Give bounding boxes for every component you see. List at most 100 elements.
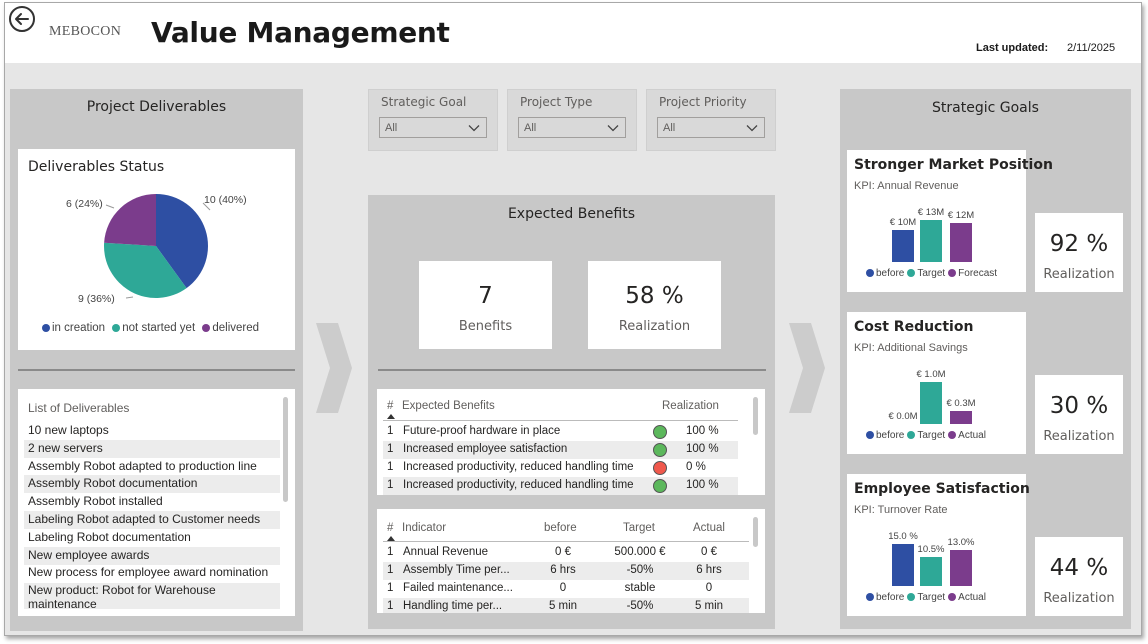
bar-value-label: € 0.3M: [946, 398, 976, 410]
pie-label-not-started: 9 (36%): [78, 293, 115, 305]
pie-slice-in-creation[interactable]: [156, 194, 208, 289]
legend-item[interactable]: Actual: [948, 592, 986, 603]
legend-item[interactable]: before: [866, 592, 904, 603]
legend-item-in-creation[interactable]: in creation: [42, 322, 105, 334]
legend-item[interactable]: Target: [907, 430, 945, 441]
row-number: 1: [387, 564, 394, 576]
table-row[interactable]: 1 Failed maintenance... 0 stable 0: [383, 580, 749, 598]
list-item[interactable]: Assembly Robot documentation: [24, 475, 280, 494]
legend-item[interactable]: Target: [907, 268, 945, 279]
indicator-name: Annual Revenue: [403, 546, 489, 558]
legend-item-delivered[interactable]: delivered: [202, 322, 259, 334]
row-number: 1: [387, 479, 394, 491]
row-number: 1: [387, 546, 394, 558]
goal-title: Employee Satisfaction: [854, 481, 1030, 497]
chevron-down-icon: [468, 125, 480, 132]
bar-actual[interactable]: [950, 549, 972, 586]
legend-item[interactable]: Target: [907, 592, 945, 603]
filter-dropdown[interactable]: All: [379, 117, 487, 138]
benefit-name: Future-proof hardware in place: [403, 425, 561, 437]
status-indicator-icon: [653, 425, 667, 439]
target-value: 500.000 €: [614, 546, 666, 558]
before-value: 0 €: [555, 546, 571, 558]
table-row[interactable]: 1 Increased productivity, reduced handlin…: [383, 477, 738, 495]
col-header-actual[interactable]: Actual: [693, 522, 725, 534]
company-logo: MEBOCON: [49, 24, 122, 39]
sort-asc-icon: [387, 536, 395, 541]
goal-card-market-position: Stronger Market Position KPI: Annual Reve…: [847, 150, 1053, 292]
col-header-num[interactable]: #: [387, 522, 394, 534]
bar-value-label: € 10M: [889, 216, 917, 228]
table-row[interactable]: 1 Annual Revenue 0 € 500.000 € 0 €: [383, 544, 749, 562]
list-item[interactable]: Labeling Robot documentation: [28, 529, 191, 544]
table-row[interactable]: 1 Increased employee satisfaction 100 %: [383, 441, 738, 459]
actual-value: 0: [705, 582, 713, 594]
bar-forecast[interactable]: [950, 223, 972, 262]
pie-slice-not-started-yet[interactable]: [104, 242, 187, 298]
bar-target[interactable]: [920, 382, 942, 424]
list-item[interactable]: New product: Robot for Warehouse mainten…: [24, 583, 280, 610]
filter-label: Strategic Goal: [381, 95, 467, 109]
filter-dropdown[interactable]: All: [657, 117, 765, 138]
filter-dropdown[interactable]: All: [518, 117, 626, 138]
list-item[interactable]: New employee awards: [24, 546, 280, 565]
bar-value-label: 10.5%: [917, 543, 945, 555]
indicator-name: Failed maintenance...: [403, 582, 513, 594]
status-indicator-icon: [653, 461, 667, 475]
bar-value-label: 13.0%: [947, 536, 975, 548]
list-scrollbar[interactable]: [283, 397, 288, 502]
bar-actual[interactable]: [950, 411, 972, 424]
col-header-benefit[interactable]: Expected Benefits: [402, 400, 495, 412]
bar-target[interactable]: [920, 556, 942, 586]
bar-before[interactable]: [892, 229, 914, 262]
table-row[interactable]: 1 Handling time per... 5 min -50% 5 min: [383, 598, 749, 613]
list-item[interactable]: Assembly Robot adapted to production lin…: [28, 458, 257, 473]
col-header-indicator[interactable]: Indicator: [402, 522, 447, 534]
pie-legend: in creation not started yet delivered: [42, 322, 259, 334]
table-scrollbar[interactable]: [753, 397, 758, 435]
strategic-goals-panel: Strategic Goals Stronger Market Position…: [840, 89, 1131, 629]
benefits-realization-value: 58 %: [625, 283, 684, 309]
bar-value-label: € 13M: [917, 207, 945, 218]
realization-value: 100 %: [686, 479, 719, 491]
benefit-name: Increased productivity, reduced handling…: [403, 479, 634, 491]
list-header: List of Deliverables: [28, 401, 130, 415]
legend-item[interactable]: before: [866, 268, 904, 279]
deliverables-pie-chart: [104, 194, 211, 299]
bar-before[interactable]: [892, 544, 914, 586]
flow-arrow-icon: [789, 323, 825, 413]
col-header-target[interactable]: Target: [623, 522, 655, 534]
target-value: -50%: [626, 564, 654, 576]
col-header-before[interactable]: before: [544, 522, 577, 534]
table-row[interactable]: 1 Future-proof hardware in place 100 %: [383, 423, 738, 441]
legend-item-not-started[interactable]: not started yet: [112, 322, 195, 334]
chart-legend: before Target Actual: [866, 592, 986, 603]
legend-item[interactable]: Forecast: [948, 268, 997, 279]
legend-item[interactable]: Actual: [948, 430, 986, 441]
table-row[interactable]: 1 Increased productivity, reduced handlin…: [383, 459, 738, 477]
realization-value: 0 %: [686, 461, 706, 473]
bar-target[interactable]: [920, 220, 942, 262]
col-header-num[interactable]: #: [387, 400, 394, 412]
pie-slice-delivered[interactable]: [104, 194, 156, 246]
row-number: 1: [387, 425, 394, 437]
panel-title: Strategic Goals: [932, 100, 1039, 116]
row-number: 1: [387, 443, 394, 455]
goal-realization-label: Realization: [1043, 591, 1115, 606]
list-item[interactable]: 2 new servers: [24, 439, 280, 458]
back-button[interactable]: [9, 6, 35, 32]
strategic-goal-filter: Strategic Goal All: [368, 89, 498, 151]
list-item[interactable]: 10 new laptops: [28, 423, 109, 437]
col-header-realization[interactable]: Realization: [662, 400, 719, 412]
chevron-down-icon: [746, 125, 758, 132]
legend-item[interactable]: before: [866, 430, 904, 441]
list-item[interactable]: Assembly Robot installed: [28, 494, 163, 509]
goal-realization-label: Realization: [1043, 267, 1115, 282]
list-item[interactable]: Labeling Robot adapted to Customer needs: [24, 511, 280, 529]
table-row[interactable]: 1 Assembly Time per... 6 hrs -50% 6 hrs: [383, 562, 749, 580]
bar-value-label: € 12M: [947, 210, 975, 222]
row-number: 1: [387, 600, 394, 612]
table-scrollbar[interactable]: [753, 517, 758, 547]
list-item[interactable]: New process for employee award nominatio…: [28, 565, 269, 580]
benefits-realization-card: 58 % Realization: [588, 261, 721, 349]
